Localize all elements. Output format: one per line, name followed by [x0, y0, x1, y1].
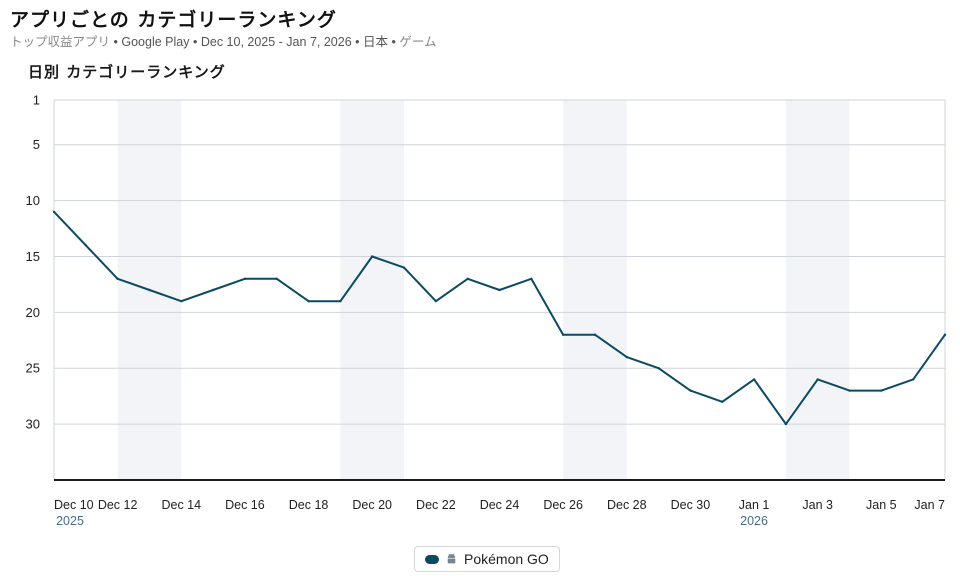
x-tick-year-label: 2026 — [740, 514, 768, 528]
x-tick-label: Dec 28 — [607, 498, 647, 512]
weekend-band — [563, 100, 627, 480]
y-tick-label: 20 — [26, 305, 40, 320]
x-tick-label: Jan 5 — [866, 498, 897, 512]
data-point — [689, 389, 692, 392]
x-tick-year-label: 2025 — [56, 514, 84, 528]
subtitle-separator: • — [355, 35, 360, 49]
subtitle-chart-type: トップ収益アプリ — [10, 35, 111, 49]
data-point — [402, 266, 406, 269]
data-point — [784, 422, 788, 426]
x-tick-label: Jan 1 — [739, 498, 770, 512]
data-point — [211, 288, 215, 292]
y-tick-label: 15 — [26, 249, 40, 264]
x-tick-label: Dec 16 — [225, 498, 265, 512]
x-tick-label: Dec 26 — [543, 498, 583, 512]
data-point — [84, 244, 88, 247]
subtitle-category: ゲーム — [399, 35, 437, 49]
data-point — [434, 299, 438, 303]
x-tick-label: Dec 20 — [352, 498, 392, 512]
weekend-band — [785, 100, 850, 480]
data-point — [307, 299, 310, 303]
data-point — [911, 378, 915, 381]
page-subtitle: トップ収益アプリ • Google Play • Dec 10, 2025 - … — [10, 31, 437, 50]
data-point — [657, 367, 660, 370]
x-tick-label: Jan 7 — [914, 498, 945, 512]
x-tick-label: Dec 12 — [98, 498, 138, 512]
legend-label: Pokémon GO — [464, 551, 549, 567]
data-point — [148, 288, 151, 292]
x-tick-label: Dec 14 — [161, 498, 201, 512]
data-point — [625, 355, 628, 359]
data-point — [52, 210, 56, 213]
data-point — [561, 333, 565, 336]
data-point — [530, 277, 533, 281]
subtitle-store: Google Play — [121, 35, 190, 49]
data-point — [180, 299, 183, 303]
y-tick-label: 5 — [33, 137, 40, 152]
x-tick-label: Dec 18 — [289, 498, 329, 512]
series-swatch — [425, 554, 439, 564]
data-point — [243, 277, 247, 281]
y-tick-label: 25 — [26, 361, 40, 376]
subtitle-dates: Dec 10, 2025 - Jan 7, 2026 — [200, 35, 352, 49]
y-tick-label: 1 — [33, 93, 40, 108]
x-tick-label: Dec 24 — [480, 498, 520, 512]
data-point — [816, 378, 819, 381]
x-tick-label: Dec 22 — [416, 498, 456, 512]
subtitle-country: 日本 — [363, 35, 389, 49]
data-point — [593, 333, 597, 336]
x-tick-label: Dec 10 — [54, 498, 94, 512]
weekend-band — [340, 100, 405, 480]
data-point — [880, 389, 883, 392]
data-point — [498, 288, 501, 292]
data-point — [466, 277, 469, 281]
data-point — [943, 333, 947, 336]
subtitle-separator: • — [391, 35, 396, 49]
x-tick-label: Dec 30 — [671, 498, 711, 512]
data-point — [848, 389, 851, 392]
legend-item-pokemon-go[interactable]: Pokémon GO — [414, 546, 560, 572]
y-tick-label: 30 — [26, 417, 40, 432]
data-point — [116, 277, 119, 281]
data-point — [721, 400, 724, 403]
subtitle-separator: • — [113, 35, 118, 49]
data-point — [371, 255, 374, 258]
subtitle-separator: • — [192, 35, 198, 49]
data-point — [752, 378, 756, 381]
android-icon — [447, 553, 456, 564]
data-point — [339, 299, 342, 303]
data-point — [275, 277, 278, 281]
page-title: アプリごとの カテゴリーランキング — [10, 9, 337, 31]
chart-title: 日別 カテゴリーランキング — [28, 63, 226, 81]
y-tick-label: 10 — [26, 193, 40, 208]
x-tick-label: Jan 3 — [802, 498, 833, 512]
